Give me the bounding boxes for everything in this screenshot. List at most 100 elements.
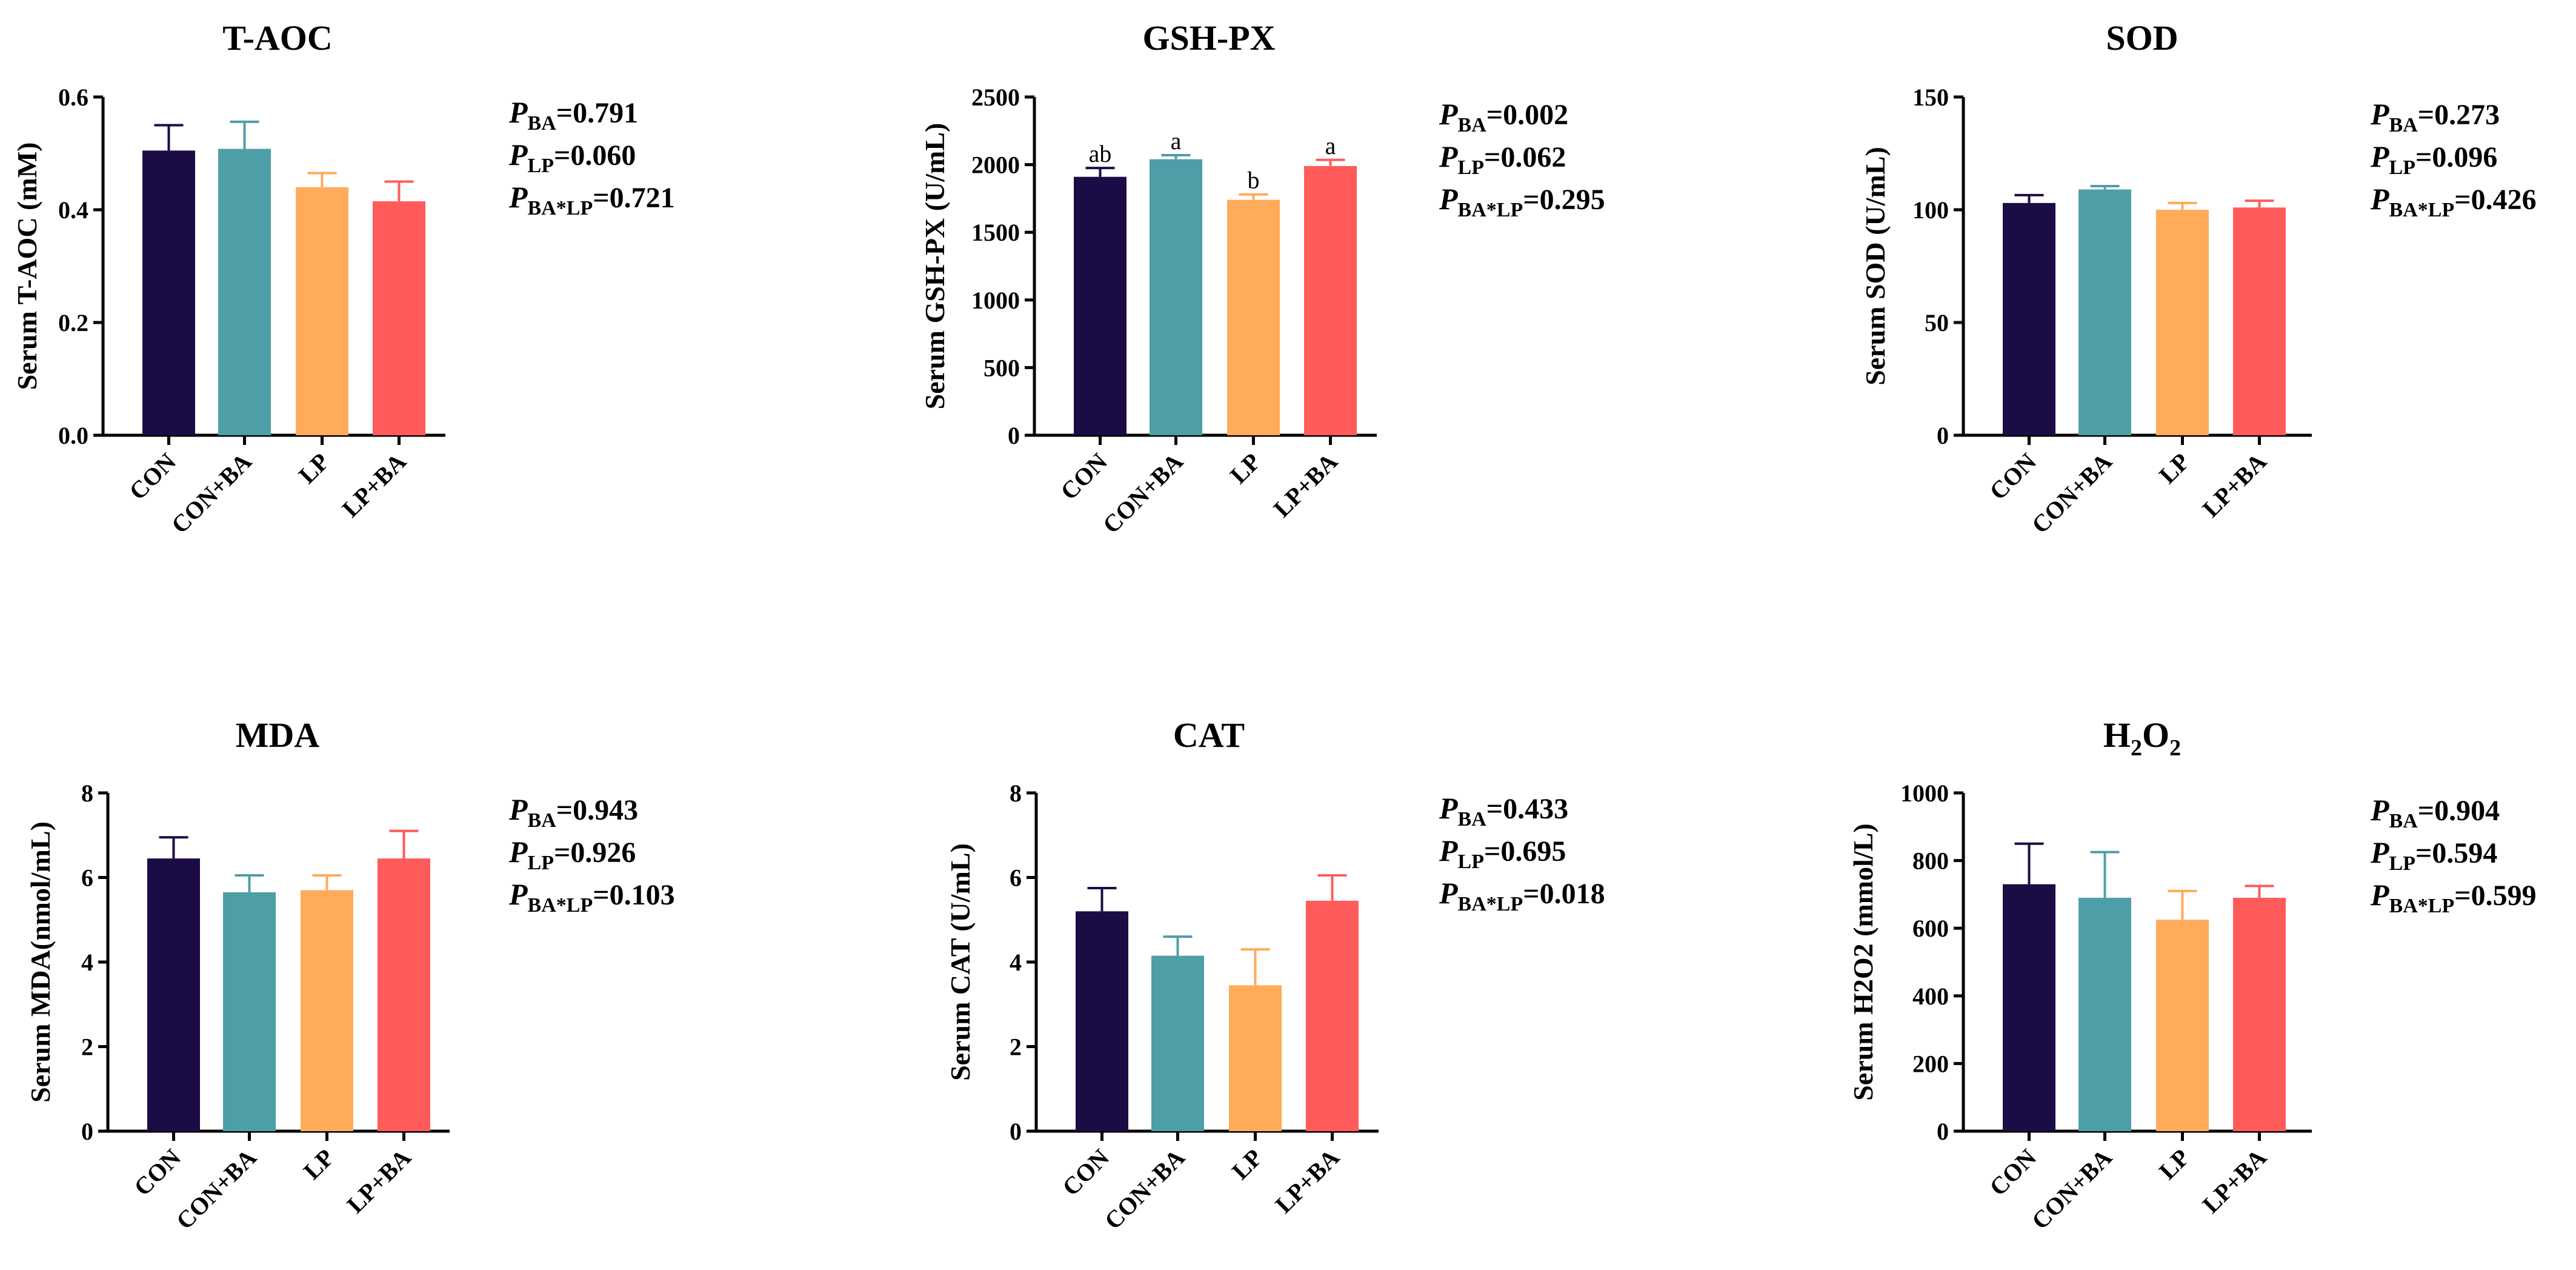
y-tick-label: 0 [1010,1118,1022,1145]
y-tick-label: 0 [81,1118,93,1145]
x-category-label: CON+BA [1097,447,1188,538]
x-category-label: LP+BA [336,447,411,522]
stat-line: PBA=0.943 [508,792,638,832]
x-category-label: CON+BA [2026,447,2117,538]
y-tick-label: 800 [1912,847,1949,875]
stat-line: PBA*LP=0.721 [508,180,675,219]
y-tick-label: 400 [1912,983,1949,1010]
stat-line: PLP=0.060 [508,138,636,177]
y-tick-label: 2 [81,1034,93,1061]
bar-lp-ba [2233,897,2286,1131]
y-tick-label: 1000 [1900,780,1949,807]
y-tick-label: 600 [1912,915,1949,942]
significance-letter: b [1248,167,1260,194]
y-tick-label: 0.4 [58,196,88,224]
y-tick-label: 0 [1008,422,1020,449]
chart-title: GSH-PX [1142,18,1275,58]
y-axis-label: Serum SOD (U/mL) [1860,147,1891,386]
y-tick-label: 2500 [971,84,1020,111]
bar-con [147,858,200,1131]
y-tick-label: 150 [1912,84,1949,111]
x-category-label: LP+BA [1270,1143,1344,1218]
y-tick-label: 2 [1010,1034,1022,1061]
chart-panel-1: T-AOC Serum T-AOC (mM) 0.0 0.2 0.4 0.6 CONCON+… [12,18,675,539]
bar-con-ba [218,149,271,435]
bar-con [1076,911,1128,1131]
bar-con-ba [2078,189,2131,435]
stat-line: PBA*LP=0.018 [1439,876,1605,915]
y-tick-label: 4 [81,949,93,976]
bar-lp-ba [2233,207,2286,435]
y-axis-label: Serum H2O2 (mmol/L) [1848,823,1879,1100]
x-category-label: LP [298,1144,339,1185]
significance-letter: ab [1089,140,1112,167]
x-category-label: LP+BA [2197,447,2271,522]
stat-line: PBA*LP=0.599 [2370,878,2537,917]
stat-line: PBA=0.904 [2370,793,2500,832]
bar-con [1074,176,1127,435]
y-tick-label: 200 [1912,1050,1949,1077]
stat-line: PLP=0.695 [1439,834,1566,873]
y-axis-label: Serum T-AOC (mM) [12,142,42,390]
y-tick-label: 0 [1937,1118,1949,1145]
chart-title: MDA [236,715,320,755]
y-tick-label: 6 [1010,864,1022,892]
y-axis-label: Serum GSH-PX (U/mL) [919,123,950,410]
y-tick-label: 1500 [971,219,1020,246]
stat-line: PLP=0.062 [1439,139,1566,179]
y-tick-label: 4 [1010,949,1022,976]
bar-lp [1227,199,1280,435]
chart-panel-2: GSH-PX Serum GSH-PX (U/mL) 0 500 1000 1500 200… [919,18,1605,539]
x-category-label: CON [1984,1143,2042,1201]
x-category-label: LP [2154,1144,2195,1185]
x-category-label: LP+BA [2197,1143,2271,1218]
x-category-label: LP [2154,448,2195,489]
stat-line: PBA=0.002 [1439,97,1568,136]
x-category-label: CON [128,1143,186,1201]
stat-line: PLP=0.096 [2370,139,2497,179]
chart-panel-6: H2O2 Serum H2O2 (mmol/L) 0 200 400 600 800 1000… [1848,715,2537,1235]
stat-line: PBA*LP=0.103 [508,877,675,917]
chart-title: H2O2 [2103,715,2181,761]
stat-line: PLP=0.926 [508,835,636,874]
bar-lp [2156,210,2209,435]
x-category-label: LP [1226,1144,1268,1185]
y-axis-label: Serum CAT (U/mL) [945,843,976,1081]
x-category-label: CON [1057,1143,1114,1201]
x-category-label: LP+BA [1268,447,1342,522]
x-category-label: CON [1055,447,1113,505]
x-category-label: CON+BA [166,447,257,538]
bar-lp-ba [1304,165,1357,435]
x-category-label: LP+BA [341,1143,416,1218]
bar-con-ba [223,892,276,1131]
chart-title: CAT [1173,715,1245,755]
y-tick-label: 0.2 [58,309,88,336]
stat-line: PBA=0.433 [1439,791,1568,831]
y-tick-label: 8 [1010,780,1022,807]
x-category-label: CON+BA [171,1143,262,1234]
bar-lp [1229,985,1282,1131]
stat-line: PBA=0.273 [2370,97,2500,136]
y-tick-label: 100 [1912,196,1949,224]
bar-lp-ba [373,201,425,435]
y-tick-label: 6 [81,864,93,892]
x-category-label: LP [1225,448,1266,489]
x-category-label: CON+BA [2026,1143,2117,1234]
significance-letter: a [1171,127,1182,155]
significance-letter: a [1325,132,1336,159]
stat-line: PBA*LP=0.426 [2370,182,2537,221]
y-tick-label: 1000 [971,287,1020,314]
chart-title: SOD [2106,18,2178,58]
x-category-label: CON [1984,447,2042,505]
y-tick-label: 50 [1925,309,1949,336]
stat-line: PBA*LP=0.295 [1439,182,1605,221]
x-category-label: LP [293,448,334,489]
bar-lp [301,890,353,1131]
bar-con [2003,202,2055,435]
bar-con-ba [2078,897,2131,1131]
bar-lp [2156,920,2209,1131]
chart-title: T-AOC [222,18,333,58]
